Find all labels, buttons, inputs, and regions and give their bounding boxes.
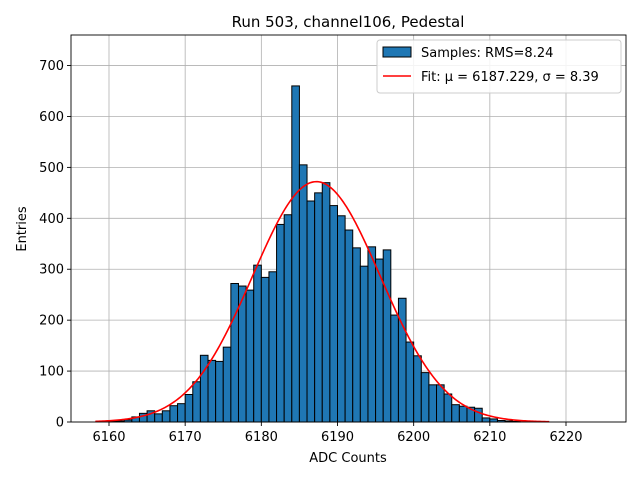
histogram-bar [230, 282, 239, 423]
histogram-bar [314, 192, 323, 423]
legend-fit-label: Fit: μ = 6187.229, σ = 8.39 [421, 70, 599, 85]
histogram-bar [245, 289, 255, 423]
y-tick-label: 600 [39, 110, 64, 125]
y-tick-label: 0 [56, 416, 64, 431]
histogram-bar [428, 384, 438, 423]
x-tick-label: 6210 [473, 430, 506, 445]
histogram-bar [474, 407, 483, 423]
x-axis: 6160 6170 6180 6190 6200 6210 6220 [92, 422, 583, 445]
plot-frame [70, 34, 627, 423]
histogram-bar [177, 403, 186, 423]
histogram-bar [405, 341, 415, 423]
y-tick-label: 700 [39, 59, 64, 74]
x-tick-label: 6200 [397, 430, 430, 445]
histogram-bar [268, 271, 278, 423]
histogram-bar [337, 215, 346, 423]
histogram-bar [192, 381, 201, 423]
legend: Samples: RMS=8.24 Fit: μ = 6187.229, σ =… [376, 39, 622, 94]
histogram-bar [420, 372, 430, 423]
histogram-bar [207, 359, 217, 423]
histogram-bar [481, 417, 491, 423]
legend-box [376, 39, 622, 94]
histogram-bar [382, 249, 392, 423]
histogram-bar [215, 360, 224, 423]
legend-histogram-label: Samples: RMS=8.24 [421, 46, 553, 61]
histogram-bar [298, 164, 308, 423]
histogram-bar [260, 276, 270, 423]
histogram-bar [375, 258, 384, 423]
histogram-bar [161, 410, 171, 423]
chart-title: Run 503, channel106, Pedestal [232, 13, 465, 31]
histogram-bar [321, 182, 331, 423]
histogram-bar [329, 205, 338, 423]
histogram-bar [436, 384, 445, 423]
histogram-bar [344, 229, 354, 423]
x-tick-label: 6180 [245, 430, 278, 445]
y-tick-label: 400 [39, 212, 64, 227]
y-tick-label: 100 [39, 365, 64, 380]
histogram-bar [154, 413, 163, 423]
x-axis-label: ADC Counts [309, 451, 387, 466]
x-tick-label: 6220 [549, 430, 582, 445]
x-tick-label: 6170 [169, 430, 202, 445]
histogram-bar [359, 265, 369, 423]
histogram-bar [306, 200, 316, 423]
histogram-bar [413, 355, 422, 423]
histogram-bar [458, 405, 468, 423]
legend-histogram-swatch [382, 46, 412, 58]
x-tick-label: 6190 [321, 430, 354, 445]
x-tick-label: 6160 [92, 430, 125, 445]
y-axis: 0 100 200 300 400 500 600 700 [39, 59, 71, 431]
histogram-bar [276, 223, 285, 423]
histogram-bar [443, 393, 453, 423]
histogram-bar [390, 314, 399, 423]
y-tick-label: 300 [39, 263, 64, 278]
histogram-bar [397, 297, 407, 423]
histogram-bars [108, 85, 521, 423]
histogram-bar [352, 247, 361, 423]
histogram-bar [184, 394, 194, 423]
histogram-bar [367, 246, 377, 423]
fit-curve [95, 180, 550, 423]
histogram-bar [253, 264, 262, 423]
y-tick-label: 200 [39, 314, 64, 329]
y-axis-label: Entries [15, 206, 30, 252]
histogram-bar [489, 418, 498, 423]
histogram-bar [291, 85, 300, 423]
y-tick-label: 500 [39, 161, 64, 176]
plot-area [70, 34, 627, 423]
histogram-bar [451, 404, 460, 423]
histogram-bar [222, 346, 232, 423]
histogram-bar [283, 214, 293, 423]
histogram-bar [169, 405, 179, 423]
